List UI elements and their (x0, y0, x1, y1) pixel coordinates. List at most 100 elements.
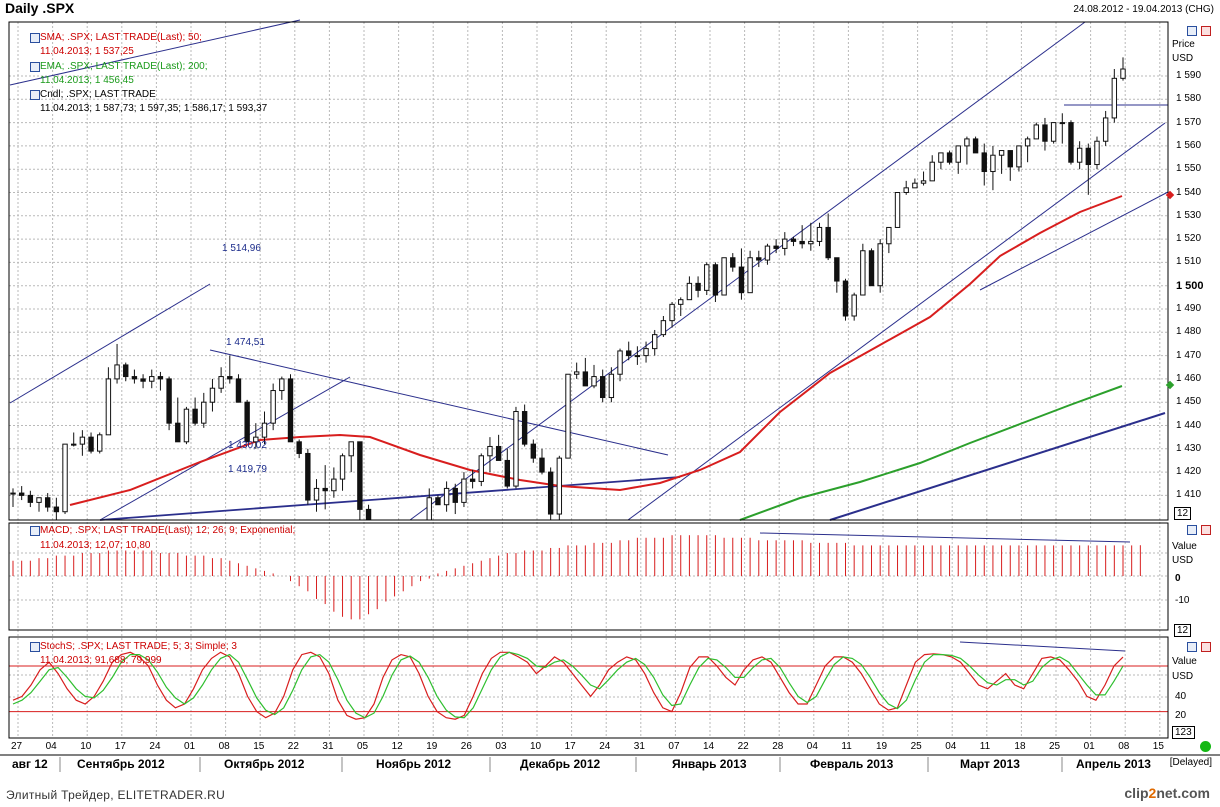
day-tick-label: 27 (11, 741, 23, 752)
candle-up (261, 422, 268, 438)
ema-legend: EMA; .SPX; LAST TRADE(Last); 200; (40, 61, 208, 72)
footer-credit: Элитный Трейдер, ELITETRADER.RU (6, 788, 226, 802)
price-tick-label: 1 410 (1176, 489, 1202, 501)
candle-down (799, 240, 805, 245)
candle-down (296, 441, 302, 454)
channel-lower-2 (979, 191, 1169, 291)
trendline-sep-channel-top (9, 283, 211, 404)
footer-bar: Элитный Трейдер, ELITETRADER.RU clip2net… (0, 782, 1220, 807)
stoch-settings-icon[interactable] (30, 642, 40, 652)
candle-down (123, 364, 129, 378)
candle-down (140, 378, 146, 382)
candle-settings-icon[interactable] (30, 90, 40, 100)
day-tick-label: 22 (287, 741, 299, 752)
day-tick-label: 18 (1014, 741, 1026, 752)
stoch-axis-unit: USD (1172, 671, 1194, 682)
candle-up (218, 376, 224, 389)
annotation-1474: 1 474,51 (226, 337, 265, 348)
candle-up (877, 243, 883, 287)
candle-up (886, 226, 892, 245)
day-tick-label: 28 (772, 741, 784, 752)
day-tick-label: 10 (80, 741, 92, 752)
day-tick-label: 25 (910, 741, 922, 752)
day-tick-label: 11 (979, 741, 991, 752)
candle-down (53, 506, 60, 513)
candle-down (521, 411, 528, 445)
candle-up (487, 445, 493, 457)
price-panel-close-icon[interactable] (1201, 26, 1211, 36)
candle-up (105, 378, 112, 436)
candle-up (851, 294, 857, 317)
date-range: 24.08.2012 - 19.04.2013 (CHG) (1073, 4, 1214, 15)
candle-up (1024, 138, 1031, 147)
candle-up (270, 390, 276, 424)
candle-up (1102, 117, 1109, 142)
candle-up (912, 182, 918, 189)
day-tick-label: 25 (1049, 741, 1061, 752)
candle-up (990, 154, 996, 173)
candle-down (842, 280, 849, 317)
price-panel-minimize-icon[interactable] (1187, 26, 1197, 36)
day-tick-label: 19 (876, 741, 888, 752)
chart-title: Daily .SPX (5, 0, 75, 16)
annotation-1419: 1 419,79 (228, 464, 267, 475)
candle-down (834, 257, 840, 282)
month-label: Январь 2013 (672, 757, 747, 771)
day-tick-label: 15 (253, 741, 265, 752)
day-tick-label: 01 (184, 741, 196, 752)
candle-up (1059, 122, 1065, 125)
candle-down (166, 378, 172, 424)
day-tick-label: 10 (530, 741, 542, 752)
candle-down (322, 487, 328, 492)
ema-settings-icon[interactable] (30, 62, 40, 72)
macd-settings-icon[interactable] (30, 526, 40, 536)
trendline-navy (829, 412, 1166, 521)
day-tick-label: 01 (1083, 741, 1095, 752)
price-tick-label: 1 430 (1176, 442, 1202, 454)
candle-down (157, 376, 164, 380)
logo-part-a: clip (1124, 785, 1149, 801)
macd-legend-value: 11.04.2013; 12,07; 10,80 (40, 540, 151, 551)
stoch-panel-minimize-icon[interactable] (1187, 642, 1197, 652)
stoch-axis-title: Value (1172, 656, 1197, 667)
candle-up (62, 443, 68, 513)
stoch-panel-close-icon[interactable] (1201, 642, 1211, 652)
sma-legend: SMA; .SPX; LAST TRADE(Last); 50; (40, 32, 202, 43)
candle-up (808, 240, 814, 245)
price-panel-frame (8, 21, 1169, 521)
day-tick-label: 08 (218, 741, 230, 752)
day-tick-label: 12 (391, 741, 403, 752)
candle-up (426, 497, 432, 521)
candle-up (573, 371, 580, 375)
sma-settings-icon[interactable] (30, 33, 40, 43)
day-tick-label: 24 (149, 741, 161, 752)
price-tick-label: 1 450 (1176, 396, 1202, 408)
price-tick-label: 1 490 (1176, 303, 1202, 314)
delayed-label: [Delayed] (1169, 757, 1212, 768)
macd-panel-close-icon[interactable] (1201, 525, 1211, 535)
trendline-sep-channel-bottom (99, 376, 351, 521)
price-tick-label: 1 420 (1176, 466, 1202, 478)
price-tick-label: 1 460 (1176, 372, 1202, 384)
candle-down (88, 436, 94, 452)
day-tick-label: 17 (564, 741, 576, 752)
day-tick-label: 07 (668, 741, 680, 752)
annotation-1430: 1 430,02 (228, 440, 267, 451)
annotation-1514: 1 514,96 (222, 243, 261, 254)
price-tick-label: 1 520 (1176, 233, 1202, 245)
macd-tick-0: 0 (1175, 573, 1181, 584)
candle-up (929, 161, 935, 182)
candle-down (1042, 124, 1048, 142)
candle-down (435, 497, 441, 506)
price-tick-label: 1 510 (1176, 256, 1202, 268)
candle-down (305, 452, 311, 501)
stoch-legend: StochS; .SPX; LAST TRADE; 5; 3; Simple; … (40, 641, 237, 652)
candle-up (920, 180, 927, 184)
ema-200-line (739, 385, 1123, 521)
candle-down (495, 445, 502, 461)
macd-divergence-line (759, 532, 1131, 543)
macd-panel-frame (8, 522, 1169, 631)
macd-panel-minimize-icon[interactable] (1187, 525, 1197, 535)
price-tick-label: 1 530 (1176, 209, 1202, 221)
